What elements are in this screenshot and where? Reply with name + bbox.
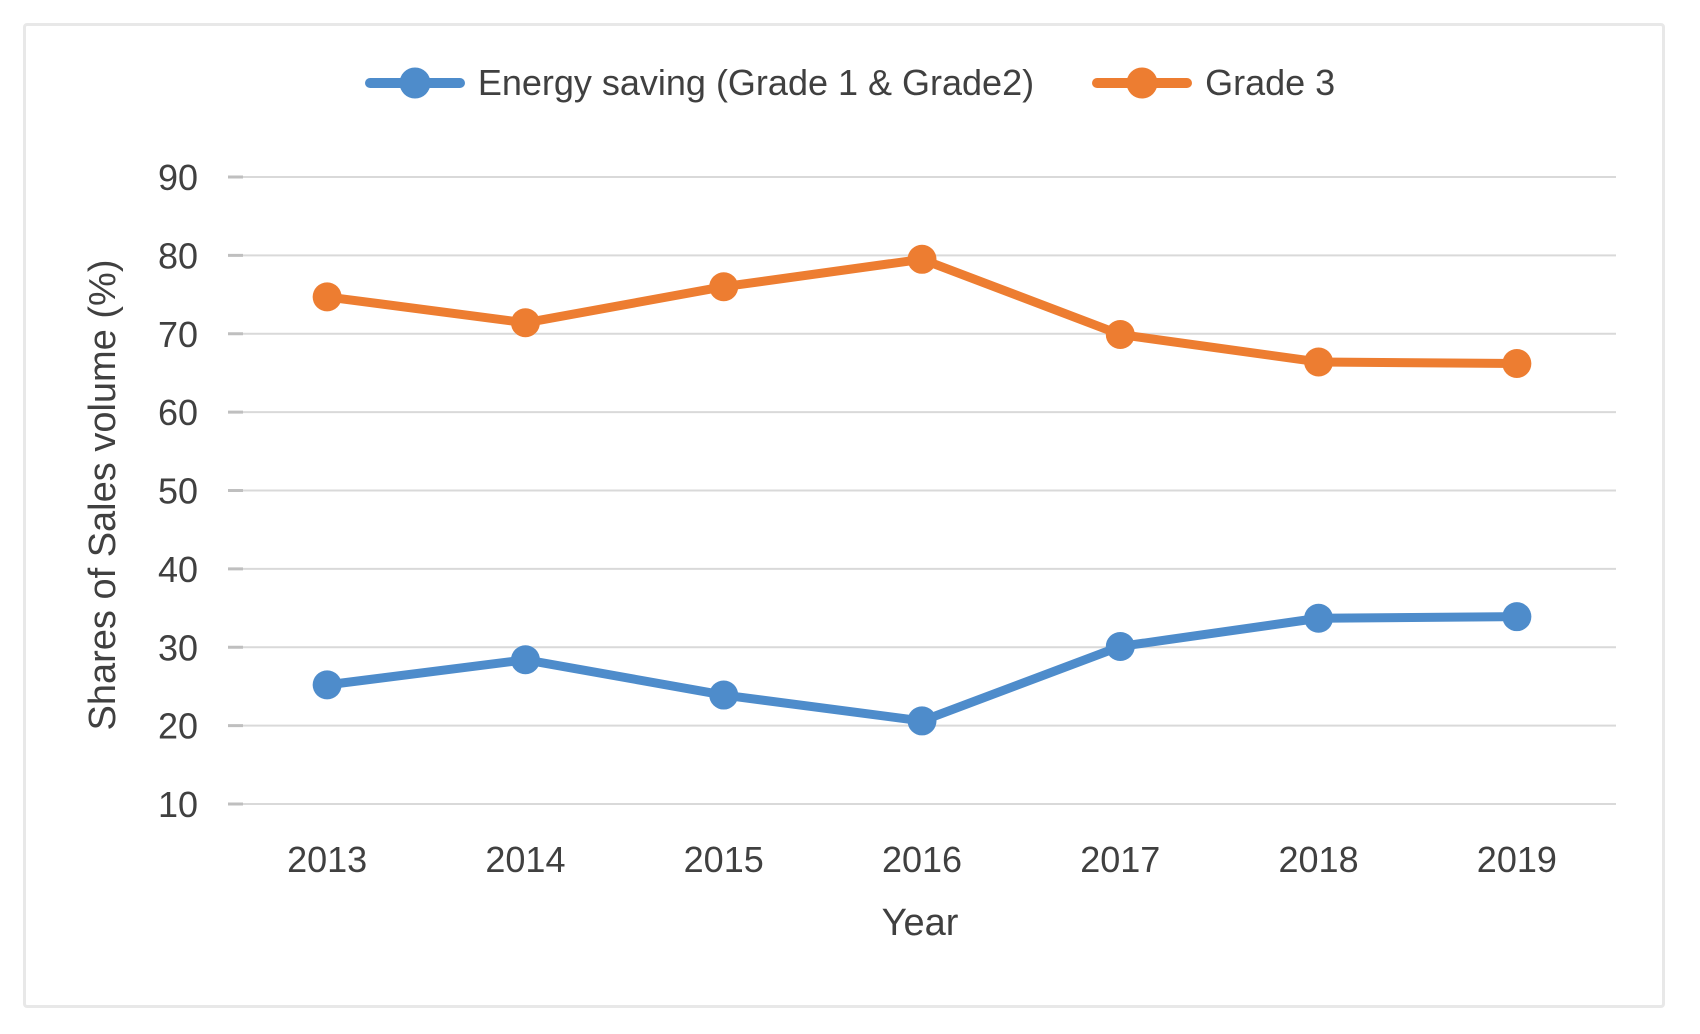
y-tick-label: 40 xyxy=(158,549,198,590)
y-tick-label: 20 xyxy=(158,706,198,747)
line-dot-marker-icon xyxy=(364,67,465,99)
x-tick-label: 2015 xyxy=(684,839,764,880)
x-tick-label: 2014 xyxy=(485,839,565,880)
data-point-series0-2016 xyxy=(907,706,937,736)
y-tick-label: 30 xyxy=(158,627,198,668)
chart-frame-border xyxy=(23,23,1665,1008)
legend-item-energy-saving: Energy saving (Grade 1 & Grade2) xyxy=(364,62,1035,104)
y-axis-title: Shares of Sales volume (%) xyxy=(82,259,124,731)
y-tick-label: 80 xyxy=(158,235,198,276)
legend-label-grade3: Grade 3 xyxy=(1205,62,1336,103)
legend-label-energy-saving: Energy saving (Grade 1 & Grade2) xyxy=(477,62,1035,103)
x-tick-label: 2016 xyxy=(882,839,962,880)
series-line-1 xyxy=(322,254,1522,369)
legend: Energy saving (Grade 1 & Grade2) Grade 3 xyxy=(0,62,1700,104)
data-point-series0-2015 xyxy=(709,680,739,710)
y-tick-label: 60 xyxy=(158,392,198,433)
data-point-series1-2014 xyxy=(510,308,540,338)
data-point-series1-2015 xyxy=(709,272,739,302)
series-line-0 xyxy=(322,612,1522,726)
x-axis-title: Year xyxy=(881,902,959,944)
y-tick-label: 10 xyxy=(158,784,198,825)
x-tick-label: 2017 xyxy=(1080,839,1160,880)
data-point-series1-2017 xyxy=(1105,320,1135,350)
line-dot-marker-icon xyxy=(1092,67,1193,99)
data-point-series0-2013 xyxy=(312,670,342,700)
data-point-series1-2013 xyxy=(312,282,342,312)
data-point-series0-2018 xyxy=(1304,603,1334,633)
x-tick-label: 2018 xyxy=(1279,839,1359,880)
x-tick-label: 2013 xyxy=(287,839,367,880)
y-tick-label: 90 xyxy=(158,157,198,198)
data-point-series1-2016 xyxy=(907,244,937,274)
data-point-series0-2017 xyxy=(1105,631,1135,661)
data-point-series1-2019 xyxy=(1502,349,1532,379)
data-point-series0-2014 xyxy=(510,645,540,675)
x-tick-label: 2019 xyxy=(1477,839,1557,880)
data-point-series0-2019 xyxy=(1502,602,1532,632)
legend-item-grade3: Grade 3 xyxy=(1092,62,1335,104)
y-tick-label: 50 xyxy=(158,471,198,512)
data-point-series1-2018 xyxy=(1304,347,1334,377)
y-tick-label: 70 xyxy=(158,314,198,355)
